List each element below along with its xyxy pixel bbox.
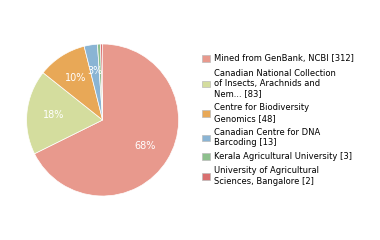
Text: 3%: 3% — [87, 66, 103, 76]
Wedge shape — [101, 44, 103, 120]
Text: 10%: 10% — [65, 73, 87, 84]
Text: 18%: 18% — [43, 110, 64, 120]
Wedge shape — [43, 46, 103, 120]
Wedge shape — [35, 44, 179, 196]
Wedge shape — [84, 44, 103, 120]
Wedge shape — [97, 44, 103, 120]
Legend: Mined from GenBank, NCBI [312], Canadian National Collection
of Insects, Arachni: Mined from GenBank, NCBI [312], Canadian… — [202, 54, 354, 186]
Wedge shape — [27, 73, 103, 154]
Text: 68%: 68% — [134, 141, 155, 151]
